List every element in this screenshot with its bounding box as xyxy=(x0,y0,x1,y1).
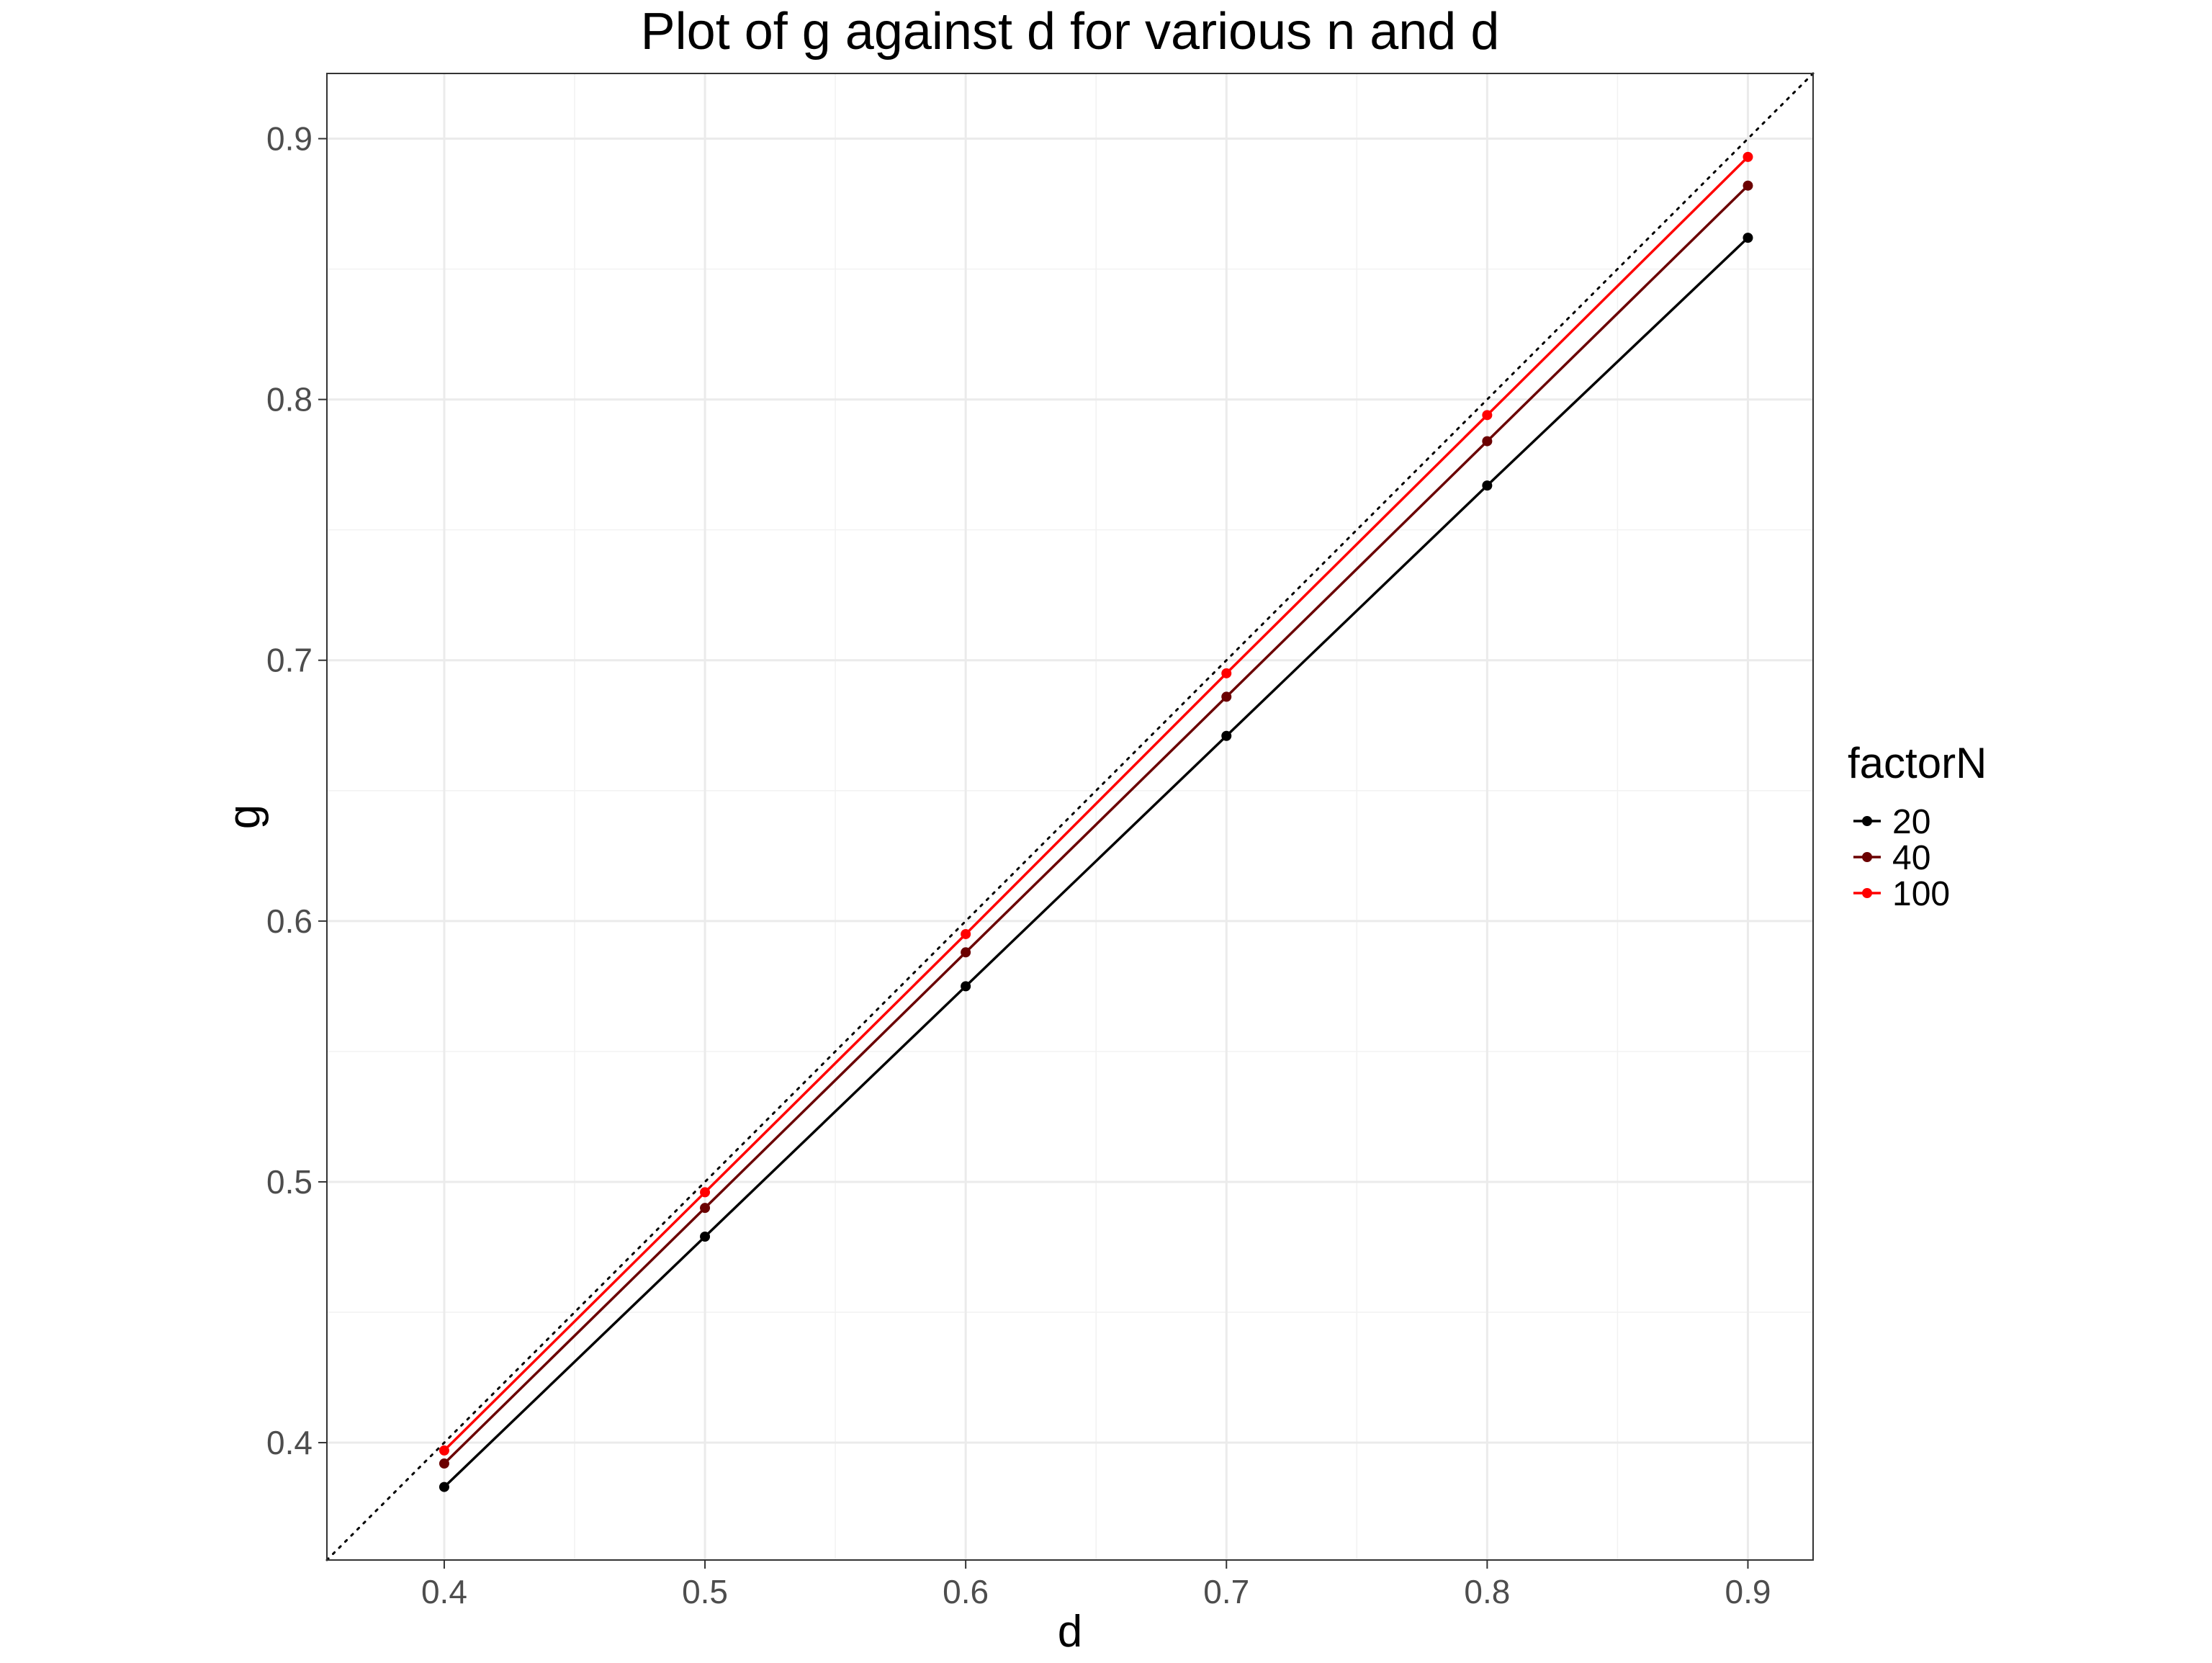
series-line-20 xyxy=(443,236,1749,1488)
x-tick-label: 0.4 xyxy=(421,1573,467,1610)
legend-item-40: 40 xyxy=(1853,839,1930,877)
x-tick-label: 0.6 xyxy=(943,1573,989,1610)
data-point-100 xyxy=(961,928,971,939)
data-point-100 xyxy=(439,1445,449,1456)
y-axis-title: g xyxy=(220,804,269,829)
y-tick-label: 0.4 xyxy=(266,1424,313,1461)
panel-border xyxy=(326,73,1814,1561)
data-point-100 xyxy=(1743,151,1753,162)
data-point-20 xyxy=(1743,233,1753,243)
y-tick-label: 0.6 xyxy=(266,902,313,940)
y-axis-ticks: 0.4 0.5 0.6 0.7 0.8 0.9 xyxy=(266,120,327,1461)
legend-title: factorN xyxy=(1848,739,1987,787)
data-point-100 xyxy=(1482,410,1493,421)
legend-label: 20 xyxy=(1892,803,1930,841)
x-tick-label: 0.5 xyxy=(682,1573,728,1610)
series-layer xyxy=(439,151,1753,1492)
data-point-20 xyxy=(1482,480,1493,491)
legend-key-point xyxy=(1862,852,1872,862)
data-point-40 xyxy=(700,1203,711,1214)
series-40 xyxy=(439,180,1753,1469)
data-point-40 xyxy=(1482,436,1493,447)
x-tick-label: 0.9 xyxy=(1725,1573,1771,1610)
x-axis-title: d xyxy=(1058,1607,1082,1657)
x-axis-ticks: 0.4 0.5 0.6 0.7 0.8 0.9 xyxy=(421,1560,1771,1610)
data-point-40 xyxy=(961,947,971,958)
legend-key-point xyxy=(1862,816,1872,826)
legend-label: 100 xyxy=(1892,875,1950,913)
legend-item-100: 100 xyxy=(1853,875,1950,913)
series-line-100 xyxy=(443,156,1749,1452)
x-tick-label: 0.8 xyxy=(1464,1573,1510,1610)
data-point-40 xyxy=(439,1458,449,1469)
data-point-20 xyxy=(439,1482,449,1492)
legend-key-point xyxy=(1862,888,1872,898)
y-tick-label: 0.5 xyxy=(266,1163,313,1201)
series-100 xyxy=(439,151,1753,1456)
y-tick-label: 0.8 xyxy=(266,381,313,418)
grid xyxy=(327,73,1813,1560)
data-point-20 xyxy=(1221,730,1232,741)
chart-title: Plot of g against d for various n and d xyxy=(641,3,1500,60)
legend-item-20: 20 xyxy=(1853,803,1930,841)
series-20 xyxy=(439,233,1753,1492)
y-tick-label: 0.7 xyxy=(266,642,313,679)
data-point-100 xyxy=(700,1187,711,1198)
data-point-20 xyxy=(700,1231,711,1242)
y-tick-label: 0.9 xyxy=(266,120,313,158)
data-point-100 xyxy=(1221,668,1232,678)
data-point-20 xyxy=(961,981,971,992)
data-point-40 xyxy=(1743,180,1753,191)
series-line-40 xyxy=(443,184,1749,1465)
data-point-40 xyxy=(1221,691,1232,702)
x-tick-label: 0.7 xyxy=(1203,1573,1249,1610)
legend-label: 40 xyxy=(1892,839,1930,877)
